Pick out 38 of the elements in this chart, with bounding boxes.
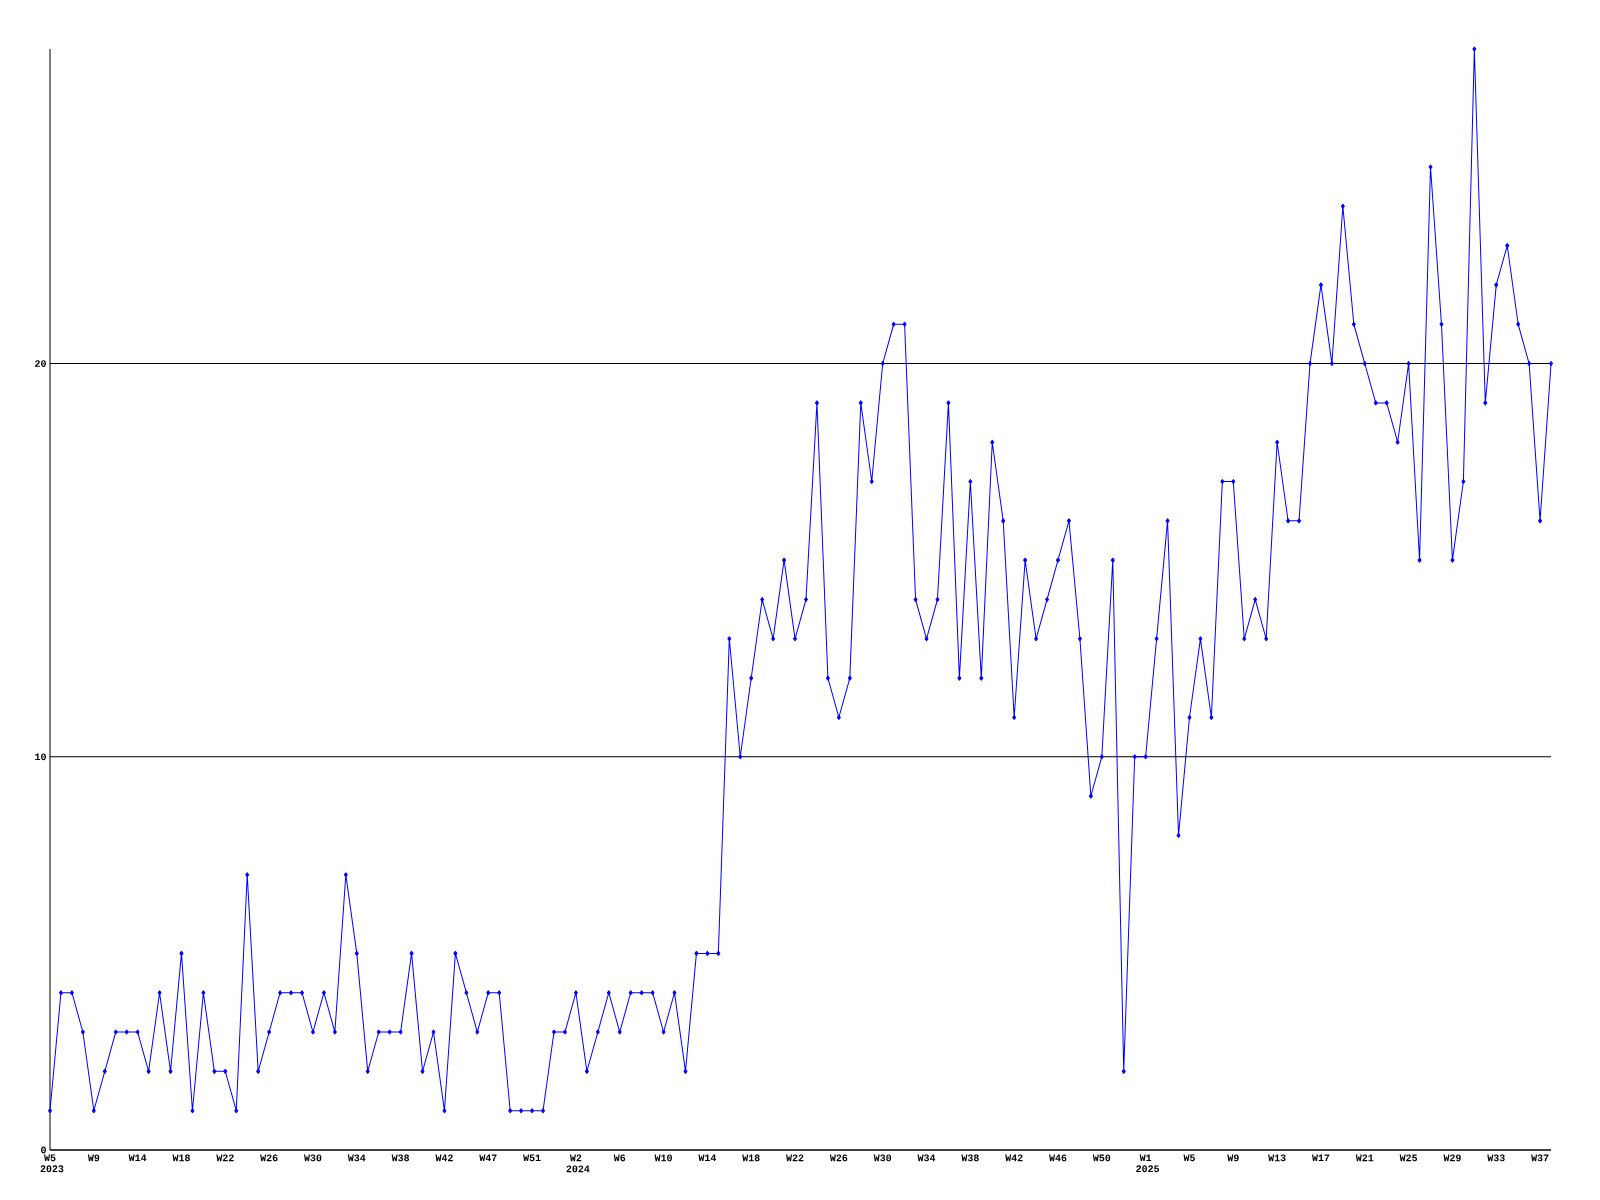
x-tick-label: W18	[172, 1154, 190, 1162]
x-tick-label: W33	[1487, 1154, 1505, 1162]
y-tick-label: 0	[41, 1146, 46, 1154]
x-tick-label: W5	[1183, 1154, 1195, 1162]
x-tick-label: W30	[303, 1154, 322, 1162]
x-tick-label: W13	[1268, 1154, 1286, 1162]
x-tick-label: W47	[479, 1154, 497, 1162]
x-tick-label: W38	[961, 1154, 979, 1162]
x-tick-label: W14	[128, 1154, 147, 1162]
x-tick-label: W21	[1355, 1154, 1374, 1162]
x-tick-label: W10	[654, 1154, 672, 1162]
x-tick-label: W22	[216, 1154, 234, 1162]
x-tick-label: W34	[347, 1154, 366, 1162]
x-tick-label: W37	[1531, 1154, 1549, 1162]
x-tick-label: W26	[829, 1154, 848, 1162]
x-tick-label: W46	[1049, 1154, 1067, 1162]
x-tick-label: W6	[613, 1154, 626, 1162]
x-tick-label: W18	[742, 1154, 760, 1162]
x-tick-label: W2 2024	[566, 1154, 590, 1173]
x-tick-label: W5 2023	[40, 1154, 64, 1173]
x-tick-label: W14	[698, 1154, 717, 1162]
x-tick-label: W1 2025	[1136, 1154, 1160, 1173]
x-tick-label: W26	[260, 1154, 278, 1162]
x-tick-label: W17	[1311, 1154, 1330, 1162]
x-tick-label: W22	[786, 1154, 804, 1162]
x-tick-label: W9	[1227, 1154, 1239, 1162]
y-tick-label: 10	[35, 753, 46, 761]
y-tick-label: 20	[35, 360, 46, 367]
x-tick-label: W9	[87, 1154, 100, 1162]
x-tick-label: W34	[917, 1154, 936, 1162]
x-tick-label: W50	[1092, 1154, 1111, 1162]
x-tick-label: W25	[1399, 1154, 1418, 1162]
x-tick-label: W38	[391, 1154, 410, 1162]
x-tick-label: W30	[873, 1154, 892, 1162]
x-tick-label: W51	[523, 1154, 541, 1162]
x-tick-label: W42	[435, 1154, 453, 1162]
x-tick-label: W42	[1005, 1154, 1023, 1162]
x-tick-label: W29	[1443, 1154, 1461, 1162]
